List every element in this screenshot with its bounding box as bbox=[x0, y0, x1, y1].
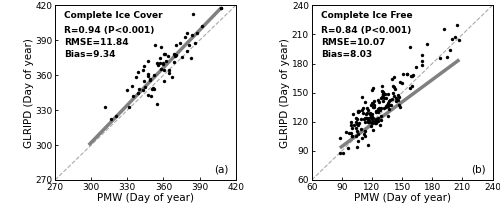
Point bbox=[366, 119, 374, 122]
Point bbox=[372, 121, 380, 125]
Point bbox=[217, 6, 225, 9]
Point bbox=[392, 96, 400, 100]
Point bbox=[382, 96, 390, 99]
Point bbox=[128, 84, 136, 88]
Point bbox=[352, 116, 360, 120]
Point bbox=[418, 54, 426, 57]
Point bbox=[168, 76, 176, 79]
Point bbox=[348, 134, 356, 138]
Point bbox=[354, 111, 362, 114]
Point bbox=[404, 72, 411, 75]
Point bbox=[178, 56, 186, 59]
Point bbox=[344, 146, 352, 149]
Point bbox=[368, 101, 376, 105]
Point bbox=[362, 116, 370, 119]
Point bbox=[354, 145, 362, 149]
Point bbox=[370, 103, 378, 107]
Point bbox=[370, 105, 378, 109]
Point bbox=[418, 59, 426, 62]
Point bbox=[132, 75, 140, 79]
Point bbox=[398, 81, 406, 84]
Point bbox=[348, 127, 356, 130]
Point bbox=[360, 134, 368, 137]
Point bbox=[370, 106, 378, 109]
Point bbox=[180, 35, 188, 38]
Point bbox=[385, 104, 393, 107]
Point bbox=[190, 41, 198, 44]
Point bbox=[140, 65, 148, 68]
Text: (b): (b) bbox=[471, 165, 486, 175]
Point bbox=[380, 106, 388, 109]
Point bbox=[144, 73, 152, 76]
Point bbox=[374, 99, 382, 102]
Point bbox=[368, 121, 376, 124]
Point bbox=[172, 54, 180, 57]
Point bbox=[382, 105, 390, 109]
Point bbox=[386, 98, 394, 101]
Point bbox=[364, 119, 372, 123]
Point bbox=[354, 122, 362, 126]
Point bbox=[362, 112, 370, 115]
Point bbox=[380, 91, 388, 94]
Point bbox=[423, 42, 431, 46]
Text: Complete Ice Cover: Complete Ice Cover bbox=[64, 11, 162, 20]
Point bbox=[378, 94, 386, 97]
Point bbox=[158, 63, 166, 66]
Point bbox=[358, 109, 366, 112]
Point bbox=[135, 87, 143, 91]
Point bbox=[344, 131, 352, 134]
Point bbox=[383, 103, 391, 106]
Point bbox=[358, 137, 366, 140]
Point bbox=[399, 72, 407, 75]
Point bbox=[352, 126, 360, 129]
Point bbox=[418, 63, 426, 66]
Point bbox=[375, 101, 383, 104]
Point bbox=[124, 88, 132, 92]
Point bbox=[362, 116, 370, 119]
Point bbox=[368, 118, 376, 121]
Point bbox=[389, 92, 397, 95]
Point bbox=[360, 121, 368, 124]
Point bbox=[374, 111, 382, 114]
Point bbox=[359, 106, 367, 109]
Point bbox=[153, 61, 161, 65]
Point bbox=[390, 94, 398, 98]
Point bbox=[144, 74, 152, 78]
Point bbox=[170, 53, 178, 56]
Point bbox=[378, 95, 386, 99]
Point bbox=[390, 87, 398, 91]
Point bbox=[162, 59, 170, 62]
Point bbox=[388, 97, 396, 101]
Point bbox=[156, 56, 164, 60]
Point bbox=[362, 129, 370, 132]
Text: (a): (a) bbox=[214, 165, 228, 175]
Point bbox=[165, 71, 173, 75]
Point bbox=[354, 109, 362, 112]
Point bbox=[379, 93, 387, 96]
Point bbox=[170, 60, 177, 63]
Point bbox=[446, 48, 454, 51]
Point bbox=[394, 94, 402, 97]
Point bbox=[374, 117, 382, 120]
Text: R=0.94 (P<0.001)
RMSE=11.84
Bias=9.34: R=0.94 (P<0.001) RMSE=11.84 Bias=9.34 bbox=[64, 26, 154, 59]
Point bbox=[340, 151, 347, 154]
Point bbox=[456, 38, 464, 42]
Point bbox=[372, 118, 380, 121]
Point bbox=[376, 124, 384, 127]
Point bbox=[367, 112, 375, 116]
Point bbox=[408, 85, 416, 88]
Point bbox=[376, 108, 384, 112]
Point bbox=[160, 69, 168, 72]
Point bbox=[376, 114, 384, 117]
Point bbox=[368, 116, 376, 119]
Point bbox=[378, 93, 386, 96]
Text: Complete Ice Free: Complete Ice Free bbox=[321, 11, 412, 20]
Point bbox=[364, 144, 372, 147]
Point bbox=[364, 119, 372, 122]
Point bbox=[176, 42, 184, 45]
Point bbox=[406, 46, 414, 49]
Point bbox=[382, 104, 390, 107]
Point bbox=[183, 32, 191, 35]
Point bbox=[366, 104, 374, 107]
Point bbox=[140, 80, 148, 83]
